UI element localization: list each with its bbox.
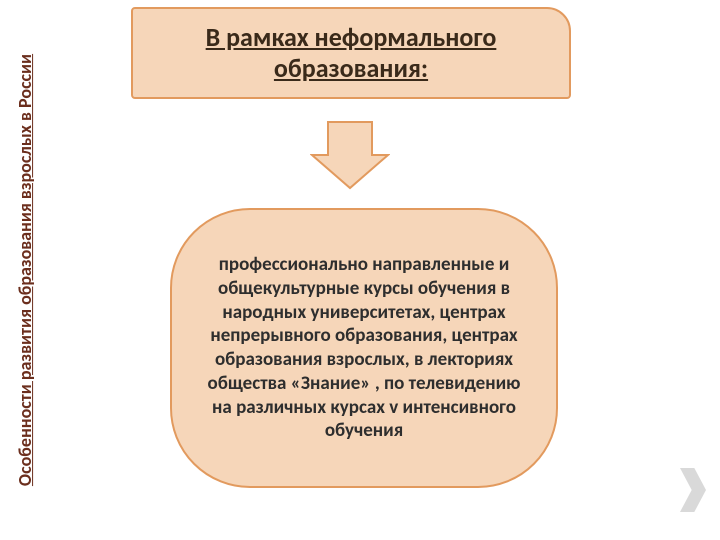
- header-title: В рамках неформального образования:: [133, 22, 569, 84]
- header-box: В рамках неформального образования:: [131, 7, 571, 99]
- sidebar-text: Особенности развития образования взрослы…: [14, 54, 36, 486]
- chevron-path: [680, 468, 706, 512]
- down-arrow-icon: [310, 120, 390, 190]
- content-body: профессионально направленные и общекульт…: [196, 253, 532, 443]
- content-box: профессионально направленные и общекульт…: [170, 208, 558, 488]
- chevron-right-icon: [680, 468, 706, 512]
- arrow-path: [312, 122, 388, 188]
- sidebar-vertical-label: Особенности развития образования взрослы…: [8, 0, 42, 540]
